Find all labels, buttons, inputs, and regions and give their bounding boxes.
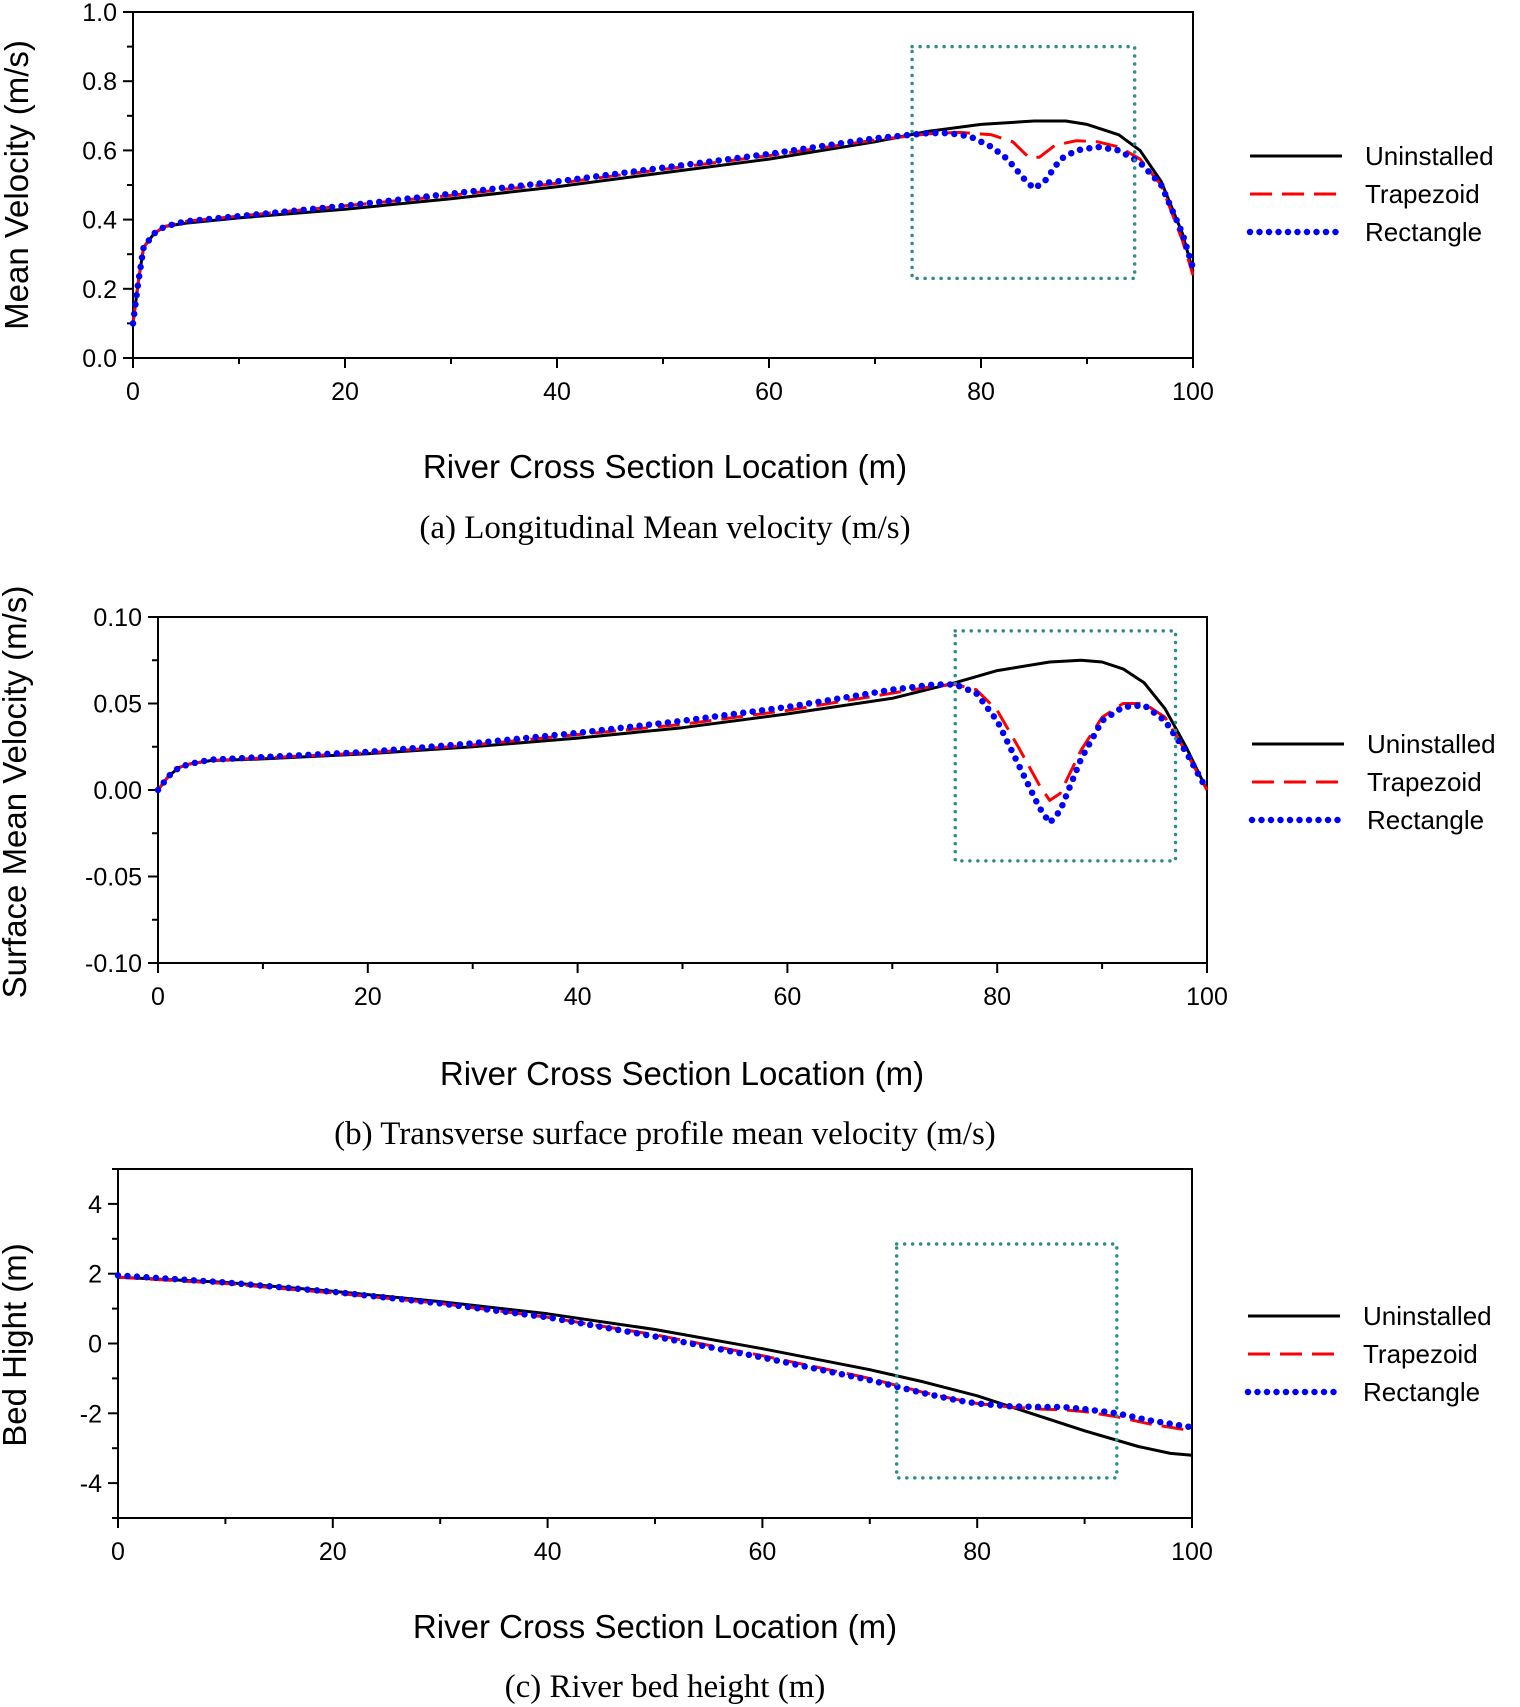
highlight-box bbox=[894, 1242, 1119, 1480]
x-tick-label: 100 bbox=[1171, 1538, 1213, 1566]
panel-c: (c) River bed height (m) River Cross Sec… bbox=[0, 1243, 897, 1705]
x-tick-label: 40 bbox=[543, 378, 571, 406]
y-axis-title-b: Surface Mean Velocity (m/s) bbox=[0, 586, 33, 999]
x-tick-label: 20 bbox=[354, 983, 382, 1011]
plot-frame bbox=[117, 1168, 1193, 1519]
x-axis-title-c: River Cross Section Location (m) bbox=[413, 1608, 897, 1645]
legend-label-uninstalled: Uninstalled bbox=[1363, 1301, 1492, 1331]
x-tick-label: 80 bbox=[967, 378, 995, 406]
y-tick-label: 0.00 bbox=[93, 777, 142, 805]
y-tick-label: 0.2 bbox=[82, 276, 117, 304]
x-tick-label: 60 bbox=[755, 378, 783, 406]
legend-label-trapezoid: Trapezoid bbox=[1365, 179, 1480, 209]
x-tick-label: 20 bbox=[319, 1538, 347, 1566]
series-line-rectangle bbox=[129, 129, 1197, 327]
series-line-uninstalled bbox=[131, 119, 1195, 324]
y-tick-label: 0.8 bbox=[82, 68, 117, 96]
legend-label-trapezoid: Trapezoid bbox=[1367, 767, 1482, 797]
legend-label-rectangle: Rectangle bbox=[1367, 805, 1484, 835]
x-axis-title-a: River Cross Section Location (m) bbox=[423, 448, 907, 485]
plot-frame bbox=[132, 11, 1194, 359]
panel-b: (b) Transverse surface profile mean velo… bbox=[0, 586, 996, 1152]
x-axis-title-b: River Cross Section Location (m) bbox=[440, 1055, 924, 1092]
x-tick-label: 60 bbox=[748, 1538, 776, 1566]
y-tick-label: 0.0 bbox=[82, 345, 117, 373]
series-line-trapezoid bbox=[156, 683, 1209, 802]
y-tick-label: -0.05 bbox=[85, 864, 142, 892]
y-tick-label: 4 bbox=[88, 1191, 102, 1219]
y-tick-label: -4 bbox=[80, 1470, 102, 1498]
series-line-rectangle bbox=[114, 1272, 1196, 1431]
x-tick-label: 0 bbox=[151, 983, 165, 1011]
series-line-uninstalled bbox=[156, 658, 1209, 791]
series-line-rectangle bbox=[154, 681, 1211, 827]
x-tick-label: 40 bbox=[564, 983, 592, 1011]
x-tick-label: 0 bbox=[126, 378, 140, 406]
x-tick-label: 20 bbox=[331, 378, 359, 406]
y-tick-label: -0.10 bbox=[85, 950, 142, 978]
x-tick-label: 100 bbox=[1186, 983, 1228, 1011]
y-tick-label: 0.6 bbox=[82, 137, 117, 165]
x-tick-label: 100 bbox=[1172, 378, 1214, 406]
caption-b: (b) Transverse surface profile mean velo… bbox=[334, 1116, 996, 1152]
highlight-box bbox=[953, 629, 1178, 863]
y-tick-label: 2 bbox=[88, 1261, 102, 1289]
x-tick-label: 40 bbox=[534, 1538, 562, 1566]
legend: Uninstalled Trapezoid Rectangle bbox=[1244, 1301, 1492, 1407]
caption-c: (c) River bed height (m) bbox=[505, 1669, 826, 1705]
legend-label-uninstalled: Uninstalled bbox=[1365, 141, 1494, 171]
y-tick-label: -2 bbox=[80, 1400, 102, 1428]
x-tick-label: 80 bbox=[963, 1538, 991, 1566]
x-tick-label: 0 bbox=[111, 1538, 125, 1566]
y-tick-label: 1.0 bbox=[82, 0, 117, 27]
y-axis-title-a: Mean Velocity (m/s) bbox=[0, 40, 35, 330]
y-tick-label: 0.10 bbox=[93, 604, 142, 632]
series-line-trapezoid bbox=[131, 130, 1195, 324]
caption-a: (a) Longitudinal Mean velocity (m/s) bbox=[419, 510, 910, 546]
y-tick-label: 0.4 bbox=[82, 207, 117, 235]
legend-label-uninstalled: Uninstalled bbox=[1367, 729, 1496, 759]
legend-label-rectangle: Rectangle bbox=[1365, 217, 1482, 247]
series-line-uninstalled bbox=[117, 1275, 1193, 1457]
x-tick-label: 80 bbox=[983, 983, 1011, 1011]
panel-a: (a) Longitudinal Mean velocity (m/s) Riv… bbox=[0, 0, 1496, 1566]
y-tick-label: 0.05 bbox=[93, 691, 142, 719]
plot-frame bbox=[157, 616, 1208, 964]
y-axis-title-c: Bed Hight (m) bbox=[0, 1243, 33, 1447]
legend-label-rectangle: Rectangle bbox=[1363, 1377, 1480, 1407]
x-tick-label: 60 bbox=[773, 983, 801, 1011]
y-tick-label: 0 bbox=[88, 1331, 102, 1359]
legend-label-trapezoid: Trapezoid bbox=[1363, 1339, 1478, 1369]
highlight-box bbox=[910, 44, 1137, 281]
